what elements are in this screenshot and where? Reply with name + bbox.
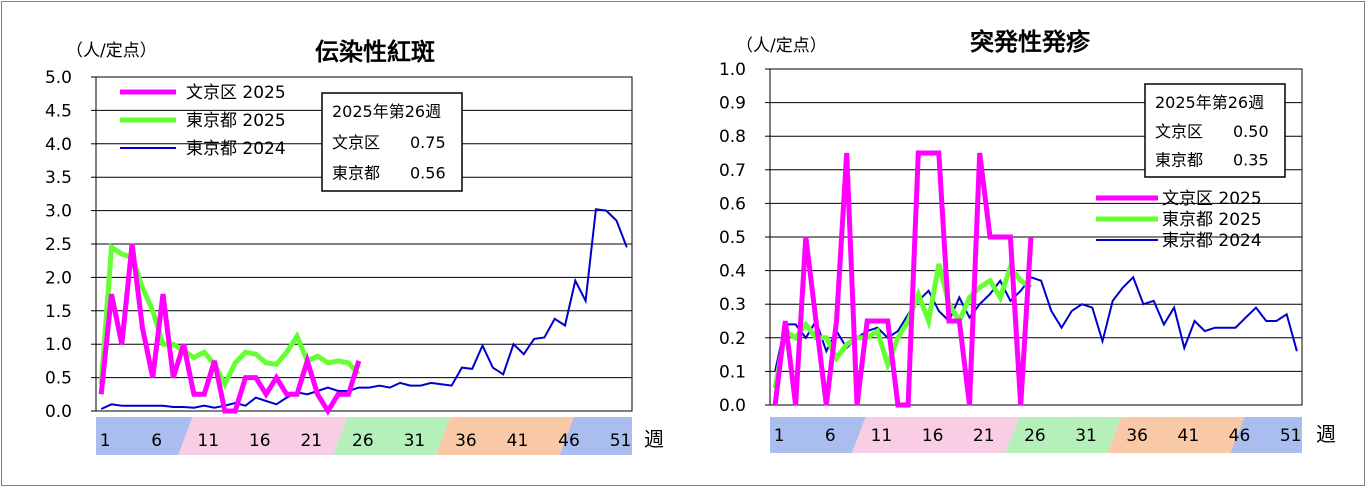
chart-title: 伝染性紅斑 — [315, 38, 435, 66]
y-tick-label: 1.0 — [45, 335, 72, 355]
season-band — [1230, 417, 1302, 453]
y-tick-label: 4.0 — [45, 135, 72, 155]
x-tick-label: 46 — [558, 431, 580, 451]
season-band — [559, 417, 632, 455]
x-tick-label: 11 — [197, 431, 219, 451]
x-tick-label: 6 — [151, 431, 162, 451]
legend-label: 東京都 2025 — [186, 111, 286, 131]
x-tick-label: 1 — [100, 431, 111, 451]
x-tick-label: 51 — [610, 431, 632, 451]
info-box-label: 文京区 — [1155, 122, 1203, 141]
x-tick-label: 31 — [1075, 426, 1097, 446]
x-tick-label: 16 — [249, 431, 271, 451]
x-tick-label: 41 — [1178, 426, 1200, 446]
series-line-bunkyo-2025 — [772, 150, 1034, 408]
y-tick-label: 0.3 — [719, 295, 746, 315]
y-tick-label: 3.5 — [45, 168, 72, 188]
y-tick-label: 0.6 — [719, 194, 746, 214]
chart-2: 突発性発疹 （人/定点） 0.0 0.1 0.2 0.3 0.4 0.5 0.6 0.7 0.8 0.… — [719, 28, 1336, 453]
info-box-label: 東京都 — [332, 164, 380, 183]
series-line-bunkyo-2025 — [98, 243, 362, 416]
chart-title: 突発性発疹 — [970, 28, 1091, 56]
info-box — [321, 92, 463, 192]
y-tick-label: 0.8 — [719, 127, 746, 147]
y-tick-label: 3.0 — [45, 202, 72, 222]
y-tick-label: 0.0 — [719, 396, 746, 416]
y-tick-label: 5.0 — [45, 68, 72, 88]
x-unit-label: 週 — [1316, 422, 1336, 446]
info-box — [1144, 83, 1286, 178]
x-tick-label: 41 — [507, 431, 529, 451]
x-tick-label: 26 — [1024, 426, 1046, 446]
season-band — [96, 417, 193, 455]
info-box-value: 0.50 — [1233, 122, 1269, 141]
y-tick-label: 1.0 — [719, 60, 746, 80]
info-box-value: 0.75 — [410, 133, 446, 152]
info-box-title: 2025年第26週 — [1155, 93, 1264, 112]
series-line-tokyo-2024 — [774, 275, 1298, 372]
x-tick-label: 21 — [973, 426, 995, 446]
y-tick-label: 2.5 — [45, 235, 72, 255]
y-tick-label: 0.1 — [719, 362, 746, 382]
season-band — [178, 417, 348, 455]
x-tick-label: 31 — [404, 431, 426, 451]
info-box-value: 0.35 — [1233, 151, 1269, 170]
x-tick-label: 21 — [300, 431, 322, 451]
y-unit-label: （人/定点） — [66, 41, 157, 61]
y-tick-label: 1.5 — [45, 302, 72, 322]
x-unit-label: 週 — [644, 427, 664, 451]
x-tick-label: 51 — [1280, 426, 1302, 446]
x-tick-label: 36 — [455, 431, 477, 451]
legend-label: 東京都 2024 — [186, 139, 286, 159]
info-box-value: 0.56 — [410, 164, 446, 183]
x-tick-label: 6 — [825, 426, 836, 446]
y-tick-label: 0.4 — [719, 262, 746, 282]
info-box-title: 2025年第26週 — [332, 102, 441, 121]
legend-label: 東京都 2024 — [1162, 231, 1262, 251]
y-tick-label: 0.7 — [719, 161, 746, 181]
chart-1: 伝染性紅斑 （人/定点） 0.0 0.5 1.0 1.5 2.0 2.5 3.0 3.5 4.0 4.… — [45, 38, 664, 455]
legend-label: 文京区 2025 — [1162, 189, 1262, 209]
plot-area — [95, 76, 633, 412]
x-tick-label: 16 — [922, 426, 944, 446]
y-tick-label: 0.2 — [719, 329, 746, 349]
series-line-tokyo-2025 — [98, 242, 361, 390]
x-tick-label: 1 — [774, 426, 785, 446]
x-tick-label: 36 — [1126, 426, 1148, 446]
season-band — [1005, 417, 1122, 453]
y-tick-label: 0.9 — [719, 94, 746, 114]
season-band — [770, 417, 866, 453]
plot-area — [769, 68, 1303, 406]
series-line-tokyo-2024 — [100, 208, 628, 410]
y-tick-label: 0.5 — [45, 369, 72, 389]
y-tick-label: 2.0 — [45, 268, 72, 288]
y-unit-label: （人/定点） — [736, 36, 827, 56]
x-tick-label: 11 — [871, 426, 893, 446]
y-tick-label: 0.5 — [719, 228, 746, 248]
season-band — [851, 417, 1020, 453]
y-tick-label: 4.5 — [45, 101, 72, 121]
legend-label: 文京区 2025 — [186, 83, 286, 103]
x-tick-label: 46 — [1229, 426, 1251, 446]
x-tick-label: 26 — [352, 431, 374, 451]
season-band — [1107, 417, 1245, 453]
season-band — [333, 417, 451, 455]
legend-label: 東京都 2025 — [1162, 210, 1262, 230]
info-box-label: 東京都 — [1155, 151, 1203, 170]
info-box-label: 文京区 — [332, 133, 380, 152]
y-tick-label: 0.0 — [45, 402, 72, 422]
season-band — [436, 417, 574, 455]
